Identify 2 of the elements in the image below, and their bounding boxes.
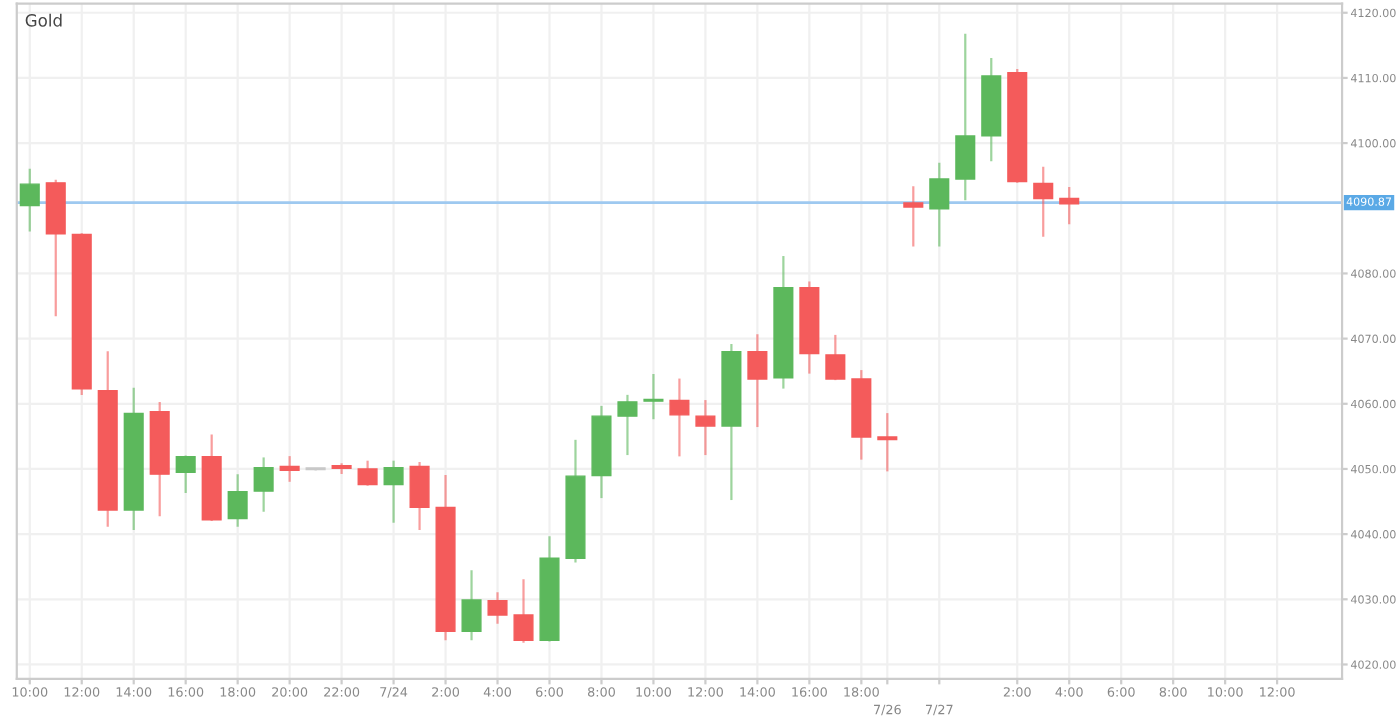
chart-title: Gold [25, 13, 62, 27]
candlestick [331, 463, 352, 474]
